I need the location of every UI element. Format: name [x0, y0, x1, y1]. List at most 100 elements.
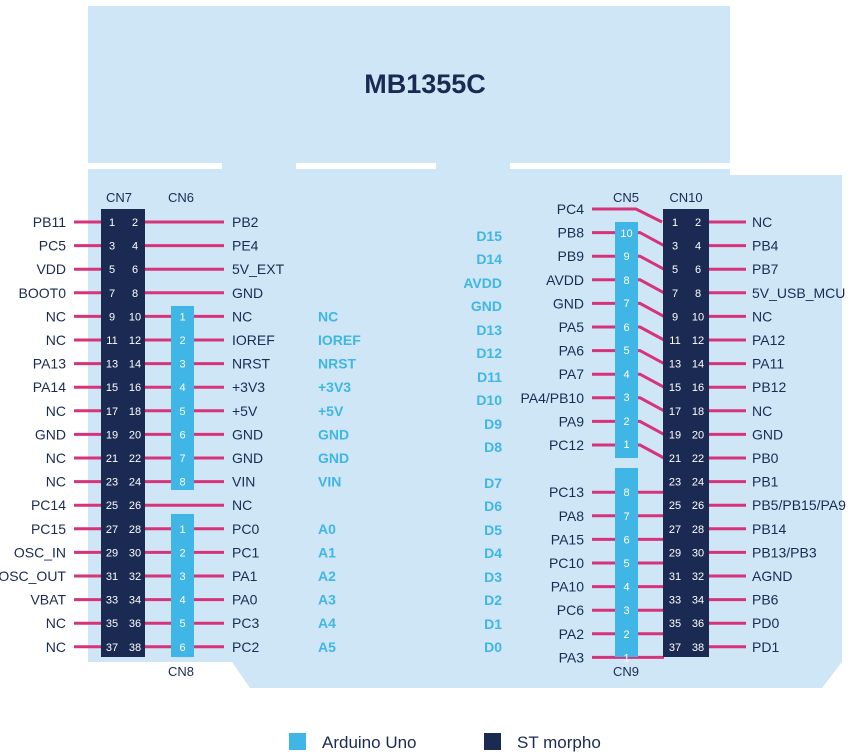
- notch-right: [510, 163, 730, 169]
- arduino-label-right: D5: [484, 522, 502, 538]
- cn10-pin-number: 15: [669, 382, 681, 394]
- pin-label-cn7-right: PE4: [232, 238, 259, 254]
- board-notches: [88, 163, 730, 169]
- legend-morpho-label: ST morpho: [517, 733, 601, 752]
- arduino-label-left: A4: [318, 615, 336, 631]
- cn5-pin-number: 8: [623, 275, 629, 287]
- notch-left: [88, 163, 222, 169]
- cn7-pin-number: 22: [129, 453, 141, 465]
- wire-pc4: [592, 207, 663, 224]
- pin-label-cn10-right: NC: [752, 403, 772, 419]
- cn9-pin-number: 3: [623, 605, 629, 617]
- legend-arduino-label: Arduino Uno: [322, 733, 417, 752]
- arduino-label-right: D12: [476, 345, 502, 361]
- arduino-label-left: A5: [318, 639, 336, 655]
- cn7-pin-number: 27: [106, 524, 118, 536]
- cn6-pin-number: 6: [179, 429, 185, 441]
- cn10-pin-number: 16: [692, 382, 704, 394]
- legend: Arduino Uno ST morpho: [289, 733, 601, 752]
- cn7-pin-number: 3: [109, 241, 115, 253]
- pin-label-cn7-right: NC: [232, 308, 252, 324]
- pin-label-cn10-right: PB4: [752, 238, 779, 254]
- cn10-pin-number: 20: [692, 429, 704, 441]
- arduino-label-left: GND: [318, 450, 349, 466]
- pin-label-cn7-left: PC15: [31, 521, 66, 537]
- pin-label-cn7-right: NRST: [232, 356, 271, 372]
- pin-label-cn7-left: NC: [46, 332, 66, 348]
- cn10-pin-number: 30: [692, 547, 704, 559]
- arduino-label-right: D7: [484, 475, 502, 491]
- cn5-header: [615, 222, 638, 458]
- pin-label-cn7-right: PA0: [232, 592, 258, 608]
- pin-label-cn7-right: 5V_EXT: [232, 261, 285, 277]
- arduino-label-left: +3V3: [318, 379, 351, 395]
- pin-label-cn7-left: PC14: [31, 497, 66, 513]
- pin-label-cn7-left: GND: [35, 426, 66, 442]
- cn5-pin-number: 2: [623, 416, 629, 428]
- pin-label-cn10-left: PA9: [559, 413, 585, 429]
- cn9-pin-number: 8: [623, 487, 629, 499]
- wire-cn5: [592, 278, 665, 295]
- pin-label-cn10-right: GND: [752, 426, 783, 442]
- pin-label-cn10-left: PC4: [557, 201, 584, 217]
- pin-label-cn10-left: PA10: [551, 579, 584, 595]
- cn10-pin-number: 34: [692, 595, 704, 607]
- pin-label-cn7-right: +3V3: [232, 379, 265, 395]
- cn9-pin-number: 7: [623, 511, 629, 523]
- cn10-pin-number: 5: [672, 264, 678, 276]
- pin-label-cn10-left: PA5: [559, 319, 585, 335]
- pin-label-cn7-right: GND: [232, 450, 263, 466]
- pin-label-cn7-left: NC: [46, 450, 66, 466]
- arduino-label-left: VIN: [318, 474, 341, 490]
- cn7-pin-number: 5: [109, 264, 115, 276]
- cn10-pin-number: 7: [672, 288, 678, 300]
- pin-label-cn10-left: PA15: [551, 531, 584, 547]
- arduino-label-right: GND: [471, 298, 502, 314]
- wire-cn5: [592, 419, 665, 436]
- cn7-pin-number: 16: [129, 382, 141, 394]
- arduino-label-left: NC: [318, 308, 338, 324]
- pin-label-cn10-left: AVDD: [546, 272, 584, 288]
- cn9-pin-number: 1: [623, 652, 629, 664]
- cn10-pin-number: 8: [695, 288, 701, 300]
- cn10-pin-number: 22: [692, 453, 704, 465]
- cn7-pin-number: 17: [106, 406, 118, 418]
- cn9-title: CN9: [613, 664, 639, 679]
- cn6-pin-number: 1: [179, 311, 185, 323]
- legend-morpho-swatch: [484, 733, 501, 750]
- wire-cn5: [592, 396, 665, 413]
- cn10-pin-number: 25: [669, 500, 681, 512]
- arduino-label-right: D0: [484, 639, 502, 655]
- arduino-label-right: D10: [476, 392, 502, 408]
- pin-label-cn10-right: NC: [752, 308, 772, 324]
- cn10-pin-number: 13: [669, 359, 681, 371]
- pin-label-cn10-right: PB0: [752, 450, 779, 466]
- pin-label-cn7-left: NC: [46, 403, 66, 419]
- wire-cn5: [592, 254, 665, 271]
- cn7-pin-number: 28: [129, 524, 141, 536]
- arduino-label-left: GND: [318, 426, 349, 442]
- cn10-header: [663, 209, 709, 657]
- cn10-pin-number: 4: [695, 241, 701, 253]
- cn5-pin-number: 6: [623, 322, 629, 334]
- cn7-pin-number: 10: [129, 311, 141, 323]
- cn8-header: [171, 514, 194, 657]
- cn7-pin-number: 14: [129, 359, 141, 371]
- cn10-pin-number: 31: [669, 571, 681, 583]
- wire-cn5: [592, 301, 665, 318]
- arduino-label-left: IOREF: [318, 332, 361, 348]
- pin-label-cn7-right: +5V: [232, 403, 258, 419]
- cn7-pin-number: 13: [106, 359, 118, 371]
- legend-arduino-swatch: [289, 733, 306, 750]
- cn6-pin-number: 7: [179, 453, 185, 465]
- pin-label-cn7-right: PC2: [232, 639, 259, 655]
- cn5-pin-number: 10: [620, 228, 632, 240]
- pin-label-cn10-right: AGND: [752, 568, 792, 584]
- arduino-label-right: D2: [484, 592, 502, 608]
- pin-label-cn7-left: PC5: [39, 238, 66, 254]
- arduino-label-left: +5V: [318, 403, 344, 419]
- cn7-pin-number: 26: [129, 500, 141, 512]
- pin-label-cn7-left: PA14: [33, 379, 66, 395]
- pin-label-cn10-left: PA7: [559, 366, 585, 382]
